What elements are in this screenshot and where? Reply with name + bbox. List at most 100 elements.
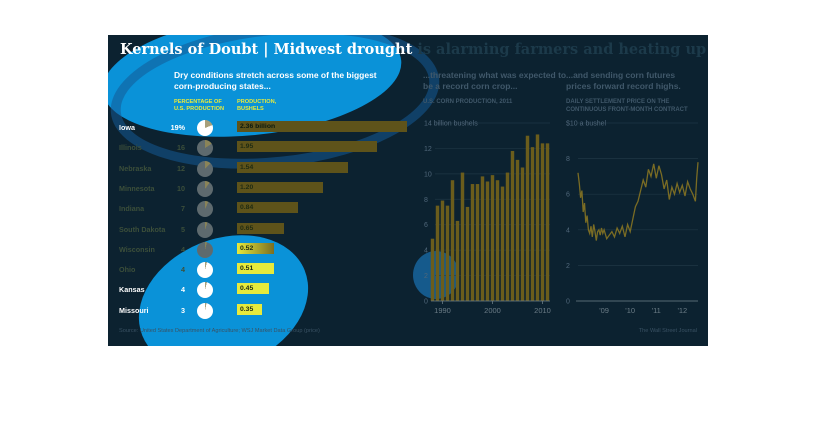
production-bar — [237, 303, 263, 315]
y-tick-label: 8 — [424, 197, 428, 204]
percent-pie — [197, 302, 213, 319]
percent-label: 16 — [177, 143, 185, 153]
production-bar — [525, 135, 530, 301]
percent-pie — [197, 140, 213, 157]
y-tick-label: $10 a bushel — [566, 121, 607, 128]
production-value: 0.35 — [240, 305, 254, 313]
production-bar — [450, 180, 455, 301]
x-tick-label: 2010 — [534, 306, 551, 315]
production-value: 0.84 — [240, 204, 254, 212]
state-label: Illinois — [119, 143, 142, 153]
percent-label: 10 — [177, 183, 185, 193]
production-bar — [237, 222, 284, 234]
corn-production-chart: 0 2 4 6 8 10 12 14 billion bushels 1990 2000 2010 — [424, 121, 551, 316]
production-bar — [237, 263, 274, 275]
price-line — [577, 162, 699, 241]
credit-note: The Wall Street Journal — [638, 328, 697, 334]
x-tick-label: 1990 — [434, 306, 451, 315]
source-note: Source: United States Department of Agri… — [119, 328, 320, 334]
state-label: Missouri — [119, 305, 149, 315]
production-bar — [470, 184, 475, 301]
x-tick-label: 2000 — [484, 306, 501, 315]
y-tick-label: 10 — [424, 171, 432, 178]
y-tick-label: 6 — [566, 192, 570, 199]
percent-pie — [197, 262, 213, 279]
infographic-panel: Kernels of Doubt | Midwest drought is al… — [108, 35, 708, 346]
production-bar — [540, 143, 545, 301]
production-bar — [460, 172, 465, 301]
percent-pie — [197, 201, 213, 218]
production-bar — [515, 159, 520, 301]
state-label: Ohio — [119, 265, 136, 275]
production-value: 0.45 — [240, 285, 254, 293]
subtitle-left: Dry conditions stretch across some of th… — [174, 70, 377, 91]
production-bar — [500, 186, 505, 301]
percent-label: 7 — [181, 204, 185, 214]
subtitle-right: ...and sending corn futures prices forwa… — [566, 70, 681, 91]
production-bar — [490, 175, 495, 301]
subtitle-mid: ...threatening what was expected to be a… — [423, 70, 567, 91]
y-tick-label: 8 — [566, 156, 570, 163]
percent-pie — [197, 241, 213, 258]
production-value: 0.51 — [240, 265, 254, 273]
title-rest: is alarming farmers and heating up commo… — [417, 41, 708, 58]
production-bar — [505, 172, 510, 301]
percent-label: 12 — [177, 163, 185, 173]
y-tick-label: 2 — [424, 273, 428, 280]
percent-label: 4 — [181, 265, 185, 275]
x-tick-label: '09 — [599, 306, 609, 315]
percent-label: 19% — [170, 123, 185, 132]
title-lead: Kernels of Doubt | Midwest drought — [120, 41, 413, 58]
y-tick-label: 2 — [566, 263, 570, 270]
percent-label: 5 — [181, 224, 185, 234]
state-label: Kansas — [119, 285, 145, 295]
production-bar — [520, 167, 525, 301]
production-bar — [237, 141, 378, 153]
production-bar — [485, 181, 490, 301]
production-bar — [545, 143, 550, 301]
percent-label: 4 — [181, 244, 185, 254]
production-bar — [455, 220, 460, 301]
production-bar — [237, 242, 275, 254]
y-tick-label: 0 — [424, 299, 428, 306]
x-tick-label: '10 — [625, 306, 635, 315]
state-label: Nebraska — [119, 163, 152, 173]
production-bar — [445, 205, 450, 301]
production-value: 0.52 — [240, 244, 254, 252]
column-header-production: PRODUCTION, BUSHELS — [237, 99, 277, 112]
state-label: Iowa — [119, 123, 135, 132]
production-value: 1.54 — [240, 163, 254, 171]
production-value: 1.20 — [240, 183, 254, 191]
production-bar — [510, 150, 515, 301]
production-bar — [237, 121, 407, 132]
percent-pie — [197, 221, 213, 238]
y-tick-label: 4 — [424, 248, 428, 255]
production-bar — [237, 161, 348, 173]
state-label: Wisconsin — [119, 244, 155, 254]
corn-price-chart: 0 2 4 6 8 $10 a bushel '09 '10 '11 '12 — [566, 121, 699, 315]
production-value: 1.95 — [240, 143, 254, 151]
y-tick-label: 14 billion bushels — [424, 121, 478, 128]
y-tick-label: 6 — [424, 222, 428, 229]
page-title: Kernels of Doubt | Midwest drought is al… — [120, 41, 708, 58]
percent-pie — [197, 282, 213, 299]
production-bar — [495, 180, 500, 301]
production-bar — [475, 184, 480, 301]
production-bar — [530, 147, 535, 301]
state-label: Minnesota — [119, 183, 155, 193]
column-header-percentage: PERCENTAGE OF U.S. PRODUCTION — [174, 99, 225, 112]
production-value: 2.36 billion — [240, 123, 276, 130]
production-bar — [535, 134, 540, 301]
mid-chart-caption: U.S. CORN PRODUCTION, 2011 — [423, 99, 513, 105]
production-bar — [237, 181, 324, 193]
percent-pie — [197, 180, 213, 197]
y-tick-label: 0 — [566, 299, 570, 306]
production-bar — [237, 202, 298, 214]
production-bar — [480, 176, 485, 301]
y-tick-label: 4 — [566, 227, 570, 234]
x-tick-label: '11 — [652, 306, 661, 315]
production-value: 0.65 — [240, 224, 254, 232]
production-bar — [430, 238, 435, 301]
production-bar — [237, 283, 270, 295]
state-label: Indiana — [119, 204, 145, 214]
